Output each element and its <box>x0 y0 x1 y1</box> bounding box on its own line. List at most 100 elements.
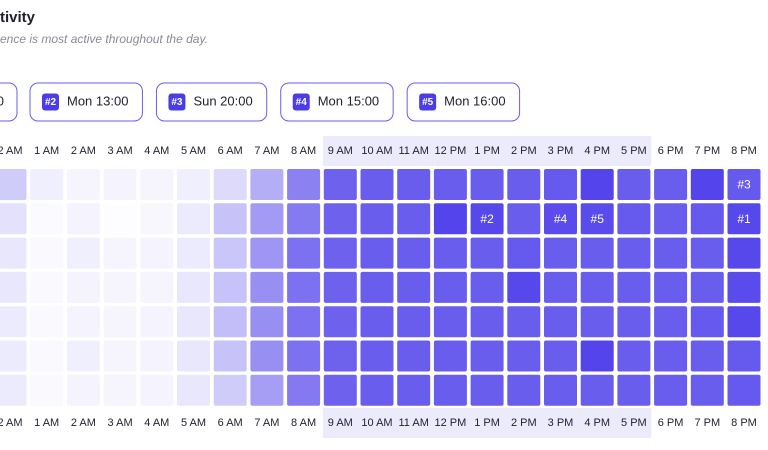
pill-text: Sun 20:00 <box>193 93 252 108</box>
heat-cell <box>544 340 577 372</box>
heat-cell <box>360 169 394 200</box>
heat-cell <box>507 169 541 200</box>
heat-cell <box>360 271 394 303</box>
hour-label: 5 PM <box>621 417 647 429</box>
hour-label: 1 PM <box>474 417 500 429</box>
heat-cell <box>66 306 100 338</box>
heat-cell <box>544 271 577 303</box>
heat-cell <box>690 306 724 338</box>
heat-cell <box>140 374 174 406</box>
heat-cell <box>507 374 541 406</box>
heat-cell <box>103 237 137 269</box>
heat-cell <box>66 237 100 269</box>
heat-cell <box>287 271 321 303</box>
heat-cell <box>213 271 247 303</box>
heat-cell <box>470 169 504 200</box>
pill[interactable] <box>406 82 521 122</box>
heat-cell <box>654 203 688 235</box>
pill-text: Mon 15:00 <box>318 93 379 108</box>
heat-cell <box>30 340 64 372</box>
heat-cell <box>433 306 467 338</box>
title: tivity <box>0 9 36 26</box>
heat-cell <box>507 237 541 269</box>
hour-label: 11 AM <box>399 145 429 157</box>
heat-cell <box>507 271 541 303</box>
heat-cell <box>360 340 394 372</box>
hour-label: 4 AM <box>144 145 169 157</box>
heat-cell <box>66 340 100 372</box>
heat-cell <box>213 203 247 235</box>
hour-label: 8 PM <box>731 417 757 429</box>
heat-cell <box>470 237 504 269</box>
heat-cell <box>103 271 137 303</box>
heat-cell <box>654 306 688 338</box>
heat-cell <box>140 237 174 269</box>
pill-text: Mon 13:00 <box>67 93 128 108</box>
hour-label: 2 AM <box>71 417 96 429</box>
rank-label: #1 <box>737 212 751 226</box>
badge-text: #2 <box>45 97 57 108</box>
heat-cell <box>66 203 100 235</box>
hour-label: 6 AM <box>218 145 243 157</box>
heat-cell <box>66 374 100 406</box>
heat-cell <box>580 169 614 200</box>
heat-cell <box>177 271 210 303</box>
hour-label: 3 AM <box>108 417 133 429</box>
heat-cell <box>323 374 357 406</box>
heat-cell <box>0 271 27 303</box>
heat-cell <box>323 203 357 235</box>
badge <box>419 93 437 111</box>
heat-cell <box>580 306 614 338</box>
heat-cell <box>433 203 467 235</box>
heat-cell <box>213 169 247 200</box>
heat-cell <box>287 374 321 406</box>
heat-cell <box>690 374 724 406</box>
hour-label: 6 AM <box>218 417 243 429</box>
heat-cell <box>30 271 64 303</box>
heat-cell <box>544 169 577 200</box>
business-hours-band <box>322 136 652 166</box>
badge-text: #5 <box>422 97 434 108</box>
heat-cell <box>690 271 724 303</box>
heat-cell <box>213 374 247 406</box>
heat-cell <box>397 203 431 235</box>
heat-cell <box>727 237 761 269</box>
heat-cell <box>250 374 284 406</box>
hour-label: 3 PM <box>548 145 574 157</box>
heat-cell <box>360 374 394 406</box>
hour-label: 4 PM <box>584 145 610 157</box>
pill[interactable] <box>155 82 268 122</box>
badge <box>42 93 59 111</box>
pill[interactable] <box>29 82 143 122</box>
heat-cell <box>250 271 284 303</box>
heat-cell <box>727 340 761 372</box>
hour-label: 6 PM <box>658 417 684 429</box>
pill[interactable] <box>0 82 18 122</box>
heat-cell <box>360 237 394 269</box>
heat-cell <box>287 169 321 200</box>
heat-cell <box>544 374 577 406</box>
heat-cell <box>580 340 614 372</box>
heat-cell <box>0 203 27 235</box>
heat-cell <box>690 203 724 235</box>
heat-cell <box>433 271 467 303</box>
subtitle: ence is most active throughout the day. <box>0 32 208 46</box>
heat-cell <box>140 203 174 235</box>
heat-cell <box>470 306 504 338</box>
heat-cell <box>580 237 614 269</box>
heat-cell <box>433 169 467 200</box>
heat-cell <box>433 237 467 269</box>
heat-cell <box>140 169 174 200</box>
hour-label: 11 AM <box>399 417 429 429</box>
hour-label: 8 PM <box>731 145 757 157</box>
heat-cell <box>727 306 761 338</box>
hour-label: 7 AM <box>254 417 279 429</box>
heat-cell <box>177 169 210 200</box>
heat-cell <box>544 306 577 338</box>
pill[interactable] <box>280 82 394 122</box>
hour-label: 12 PM <box>435 417 467 429</box>
hour-label: 6 PM <box>658 145 684 157</box>
heat-cell <box>250 340 284 372</box>
